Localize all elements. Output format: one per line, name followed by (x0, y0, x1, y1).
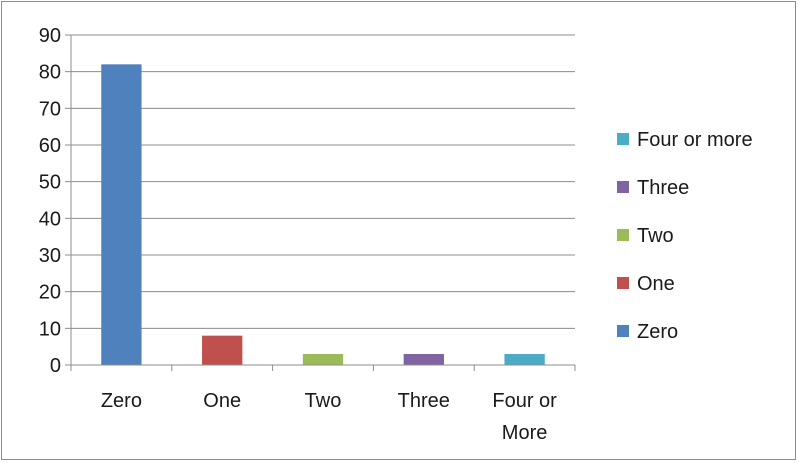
legend-label: Four or more (637, 129, 753, 151)
y-tick-label: 30 (39, 245, 61, 267)
y-axis-tick-labels: 0 10 20 30 40 50 60 70 80 90 (39, 25, 61, 377)
legend: Four or more Three Two One Zero (617, 129, 753, 343)
y-tick-label: 90 (39, 25, 61, 47)
y-tick-label: 80 (39, 62, 61, 84)
gridlines (71, 34, 575, 329)
x-category-label: Four or More (492, 390, 557, 444)
x-category-label: Two (305, 390, 342, 412)
x-category-label: One (203, 390, 241, 412)
bars (101, 64, 545, 365)
y-tick-label: 10 (39, 318, 61, 340)
legend-label: One (637, 273, 675, 295)
legend-swatch (617, 325, 629, 337)
x-category-label: Zero (101, 390, 142, 412)
legend-label: Two (637, 225, 674, 247)
legend-swatch (617, 181, 629, 193)
y-tick-label: 60 (39, 135, 61, 157)
y-tick-label: 50 (39, 172, 61, 194)
legend-swatch (617, 133, 629, 145)
bar-four-or-more (504, 354, 545, 365)
axes (65, 34, 576, 371)
y-tick-label: 70 (39, 98, 61, 120)
y-tick-label: 0 (50, 355, 61, 377)
y-tick-label: 20 (39, 282, 61, 304)
legend-label: Three (637, 177, 689, 199)
bar-zero (101, 64, 142, 365)
bar-three (403, 354, 444, 365)
bar-two (302, 354, 344, 365)
y-tick-label: 40 (39, 208, 61, 230)
bar-one (202, 335, 243, 365)
legend-swatch (617, 229, 629, 241)
x-category-label: Three (398, 390, 450, 412)
legend-label: Zero (637, 321, 678, 343)
legend-swatch (617, 277, 629, 289)
x-axis-category-labels: Zero One Two Three Four or More (101, 390, 557, 444)
